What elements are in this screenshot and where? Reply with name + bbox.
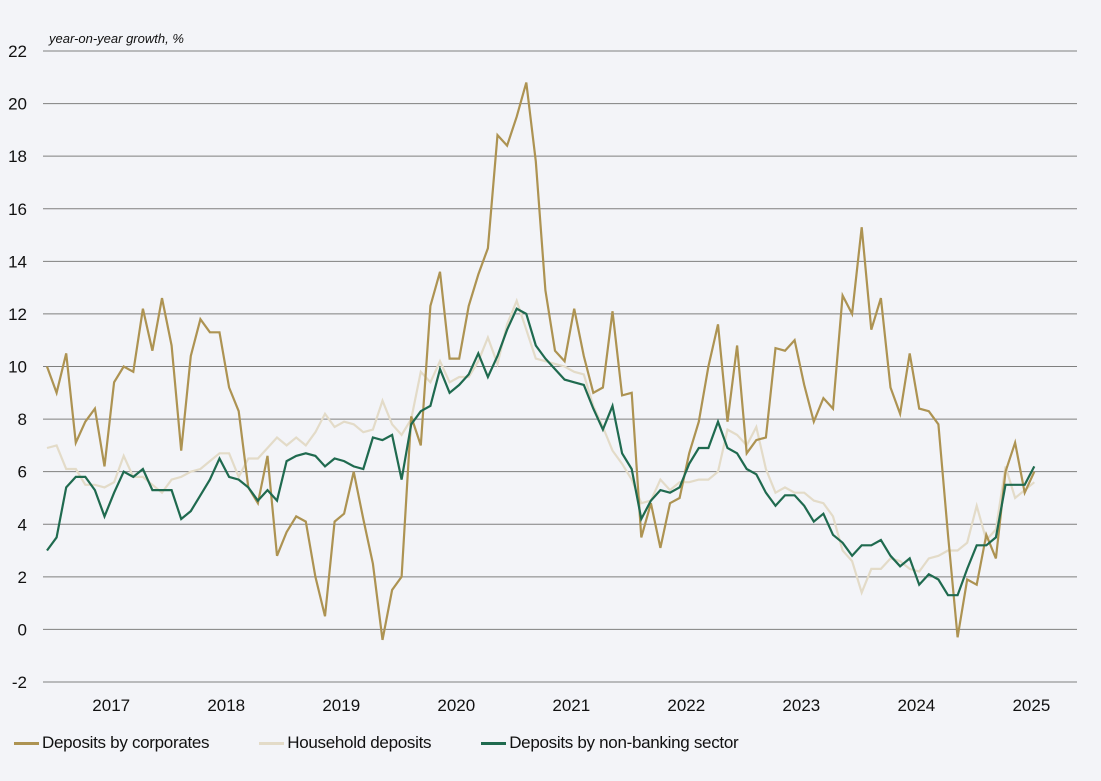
y-tick-label: 8	[18, 410, 27, 429]
y-axis-label: year-on-year growth, %	[48, 31, 184, 46]
gridlines	[43, 50, 1077, 683]
x-tick-label: 2024	[897, 696, 935, 715]
x-tick-label: 2022	[667, 696, 705, 715]
y-tick-label: 6	[18, 463, 27, 482]
x-tick-label: 2021	[552, 696, 590, 715]
legend: Deposits by corporates Household deposit…	[14, 733, 788, 753]
y-tick-label: 16	[8, 200, 27, 219]
x-tick-label: 2023	[782, 696, 820, 715]
series-line-household-deposits	[46, 297, 1035, 596]
series-line-deposits-by-corporates	[45, 82, 1036, 641]
x-tick-label: 2019	[322, 696, 360, 715]
legend-item-corporates: Deposits by corporates	[14, 733, 210, 753]
legend-swatch-corporates	[14, 741, 39, 745]
legend-label-household: Household deposits	[287, 733, 432, 752]
y-tick-label: 18	[8, 147, 27, 166]
x-tick-label: 2018	[207, 696, 245, 715]
x-tick-label: 2017	[92, 696, 130, 715]
y-tick-label: 10	[8, 358, 27, 377]
y-tick-label: -2	[12, 673, 27, 692]
y-tick-label: 0	[18, 620, 27, 639]
legend-label-non-banking: Deposits by non-banking sector	[509, 733, 739, 752]
y-tick-label: 12	[8, 305, 27, 324]
x-tick-label: 2025	[1012, 696, 1050, 715]
series-lines	[45, 82, 1036, 641]
y-tick-label: 14	[8, 252, 27, 271]
y-tick-label: 4	[18, 515, 27, 534]
legend-label-corporates: Deposits by corporates	[42, 733, 210, 752]
legend-swatch-household	[259, 741, 285, 745]
x-tick-label: 2020	[437, 696, 475, 715]
legend-item-non-banking: Deposits by non-banking sector	[481, 733, 739, 753]
series-line-deposits-by-non-banking-sector	[46, 307, 1036, 597]
y-axis-ticks: -2 0 2 4 6 8 10 12 14 16 18 20 22	[8, 42, 27, 692]
y-tick-label: 20	[8, 95, 27, 114]
y-tick-label: 2	[18, 568, 27, 587]
legend-swatch-non-banking	[481, 741, 507, 745]
legend-item-household: Household deposits	[259, 733, 432, 753]
y-tick-label: 22	[8, 42, 27, 61]
x-axis-ticks: 2017 2018 2019 2020 2021 2022 2023 2024 2025	[92, 696, 1050, 715]
